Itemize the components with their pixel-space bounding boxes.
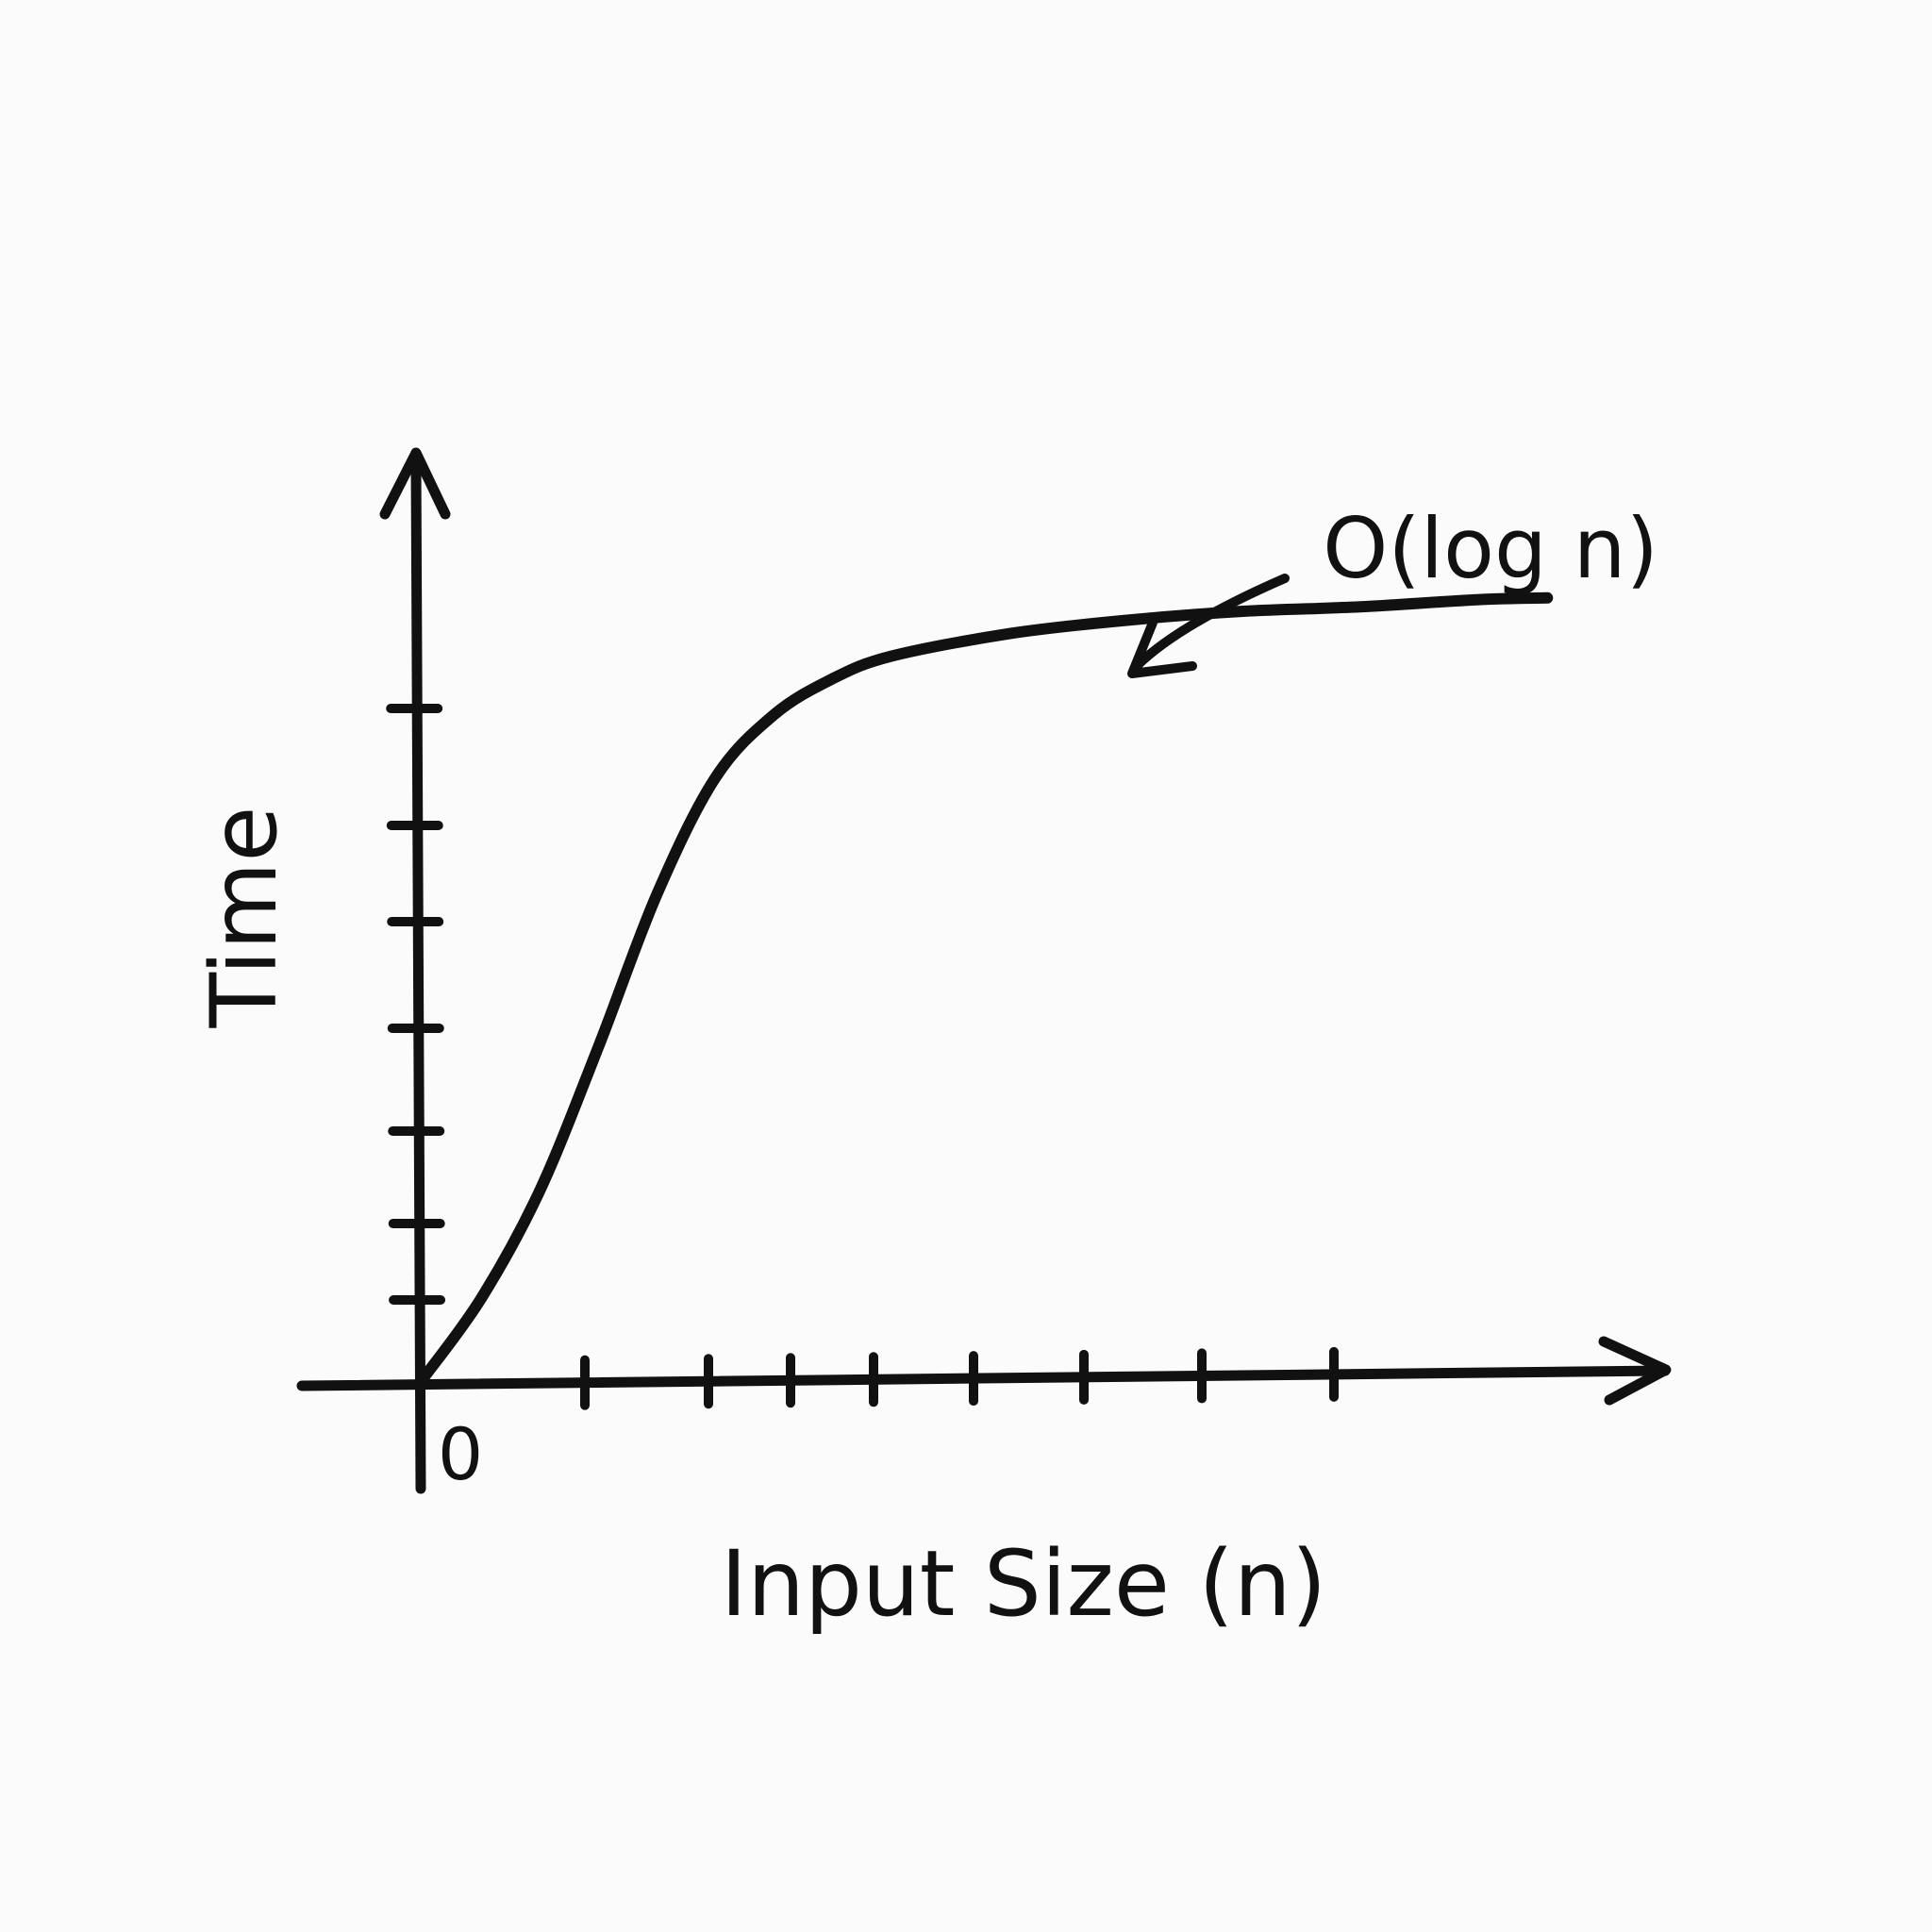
axes [296, 447, 1672, 1494]
y-axis-arrowhead [379, 447, 451, 520]
x-axis-line [296, 1365, 1671, 1391]
x-axis-arrowhead [1598, 1336, 1672, 1406]
annotation-layer [1127, 574, 1290, 678]
y-axis-label: Time [192, 807, 297, 1029]
annotation-label: O(log n) [1323, 500, 1658, 597]
origin-label: 0 [438, 1412, 483, 1496]
annotation-arrow-head [1127, 618, 1197, 678]
series-line-olog-n [417, 591, 1554, 1385]
x-axis-label: Input Size (n) [721, 1531, 1326, 1637]
y-axis-line [410, 457, 426, 1494]
tick-marks [386, 704, 1339, 1410]
series-layer [417, 591, 1554, 1385]
annotation-arrow-shaft [1133, 574, 1290, 670]
